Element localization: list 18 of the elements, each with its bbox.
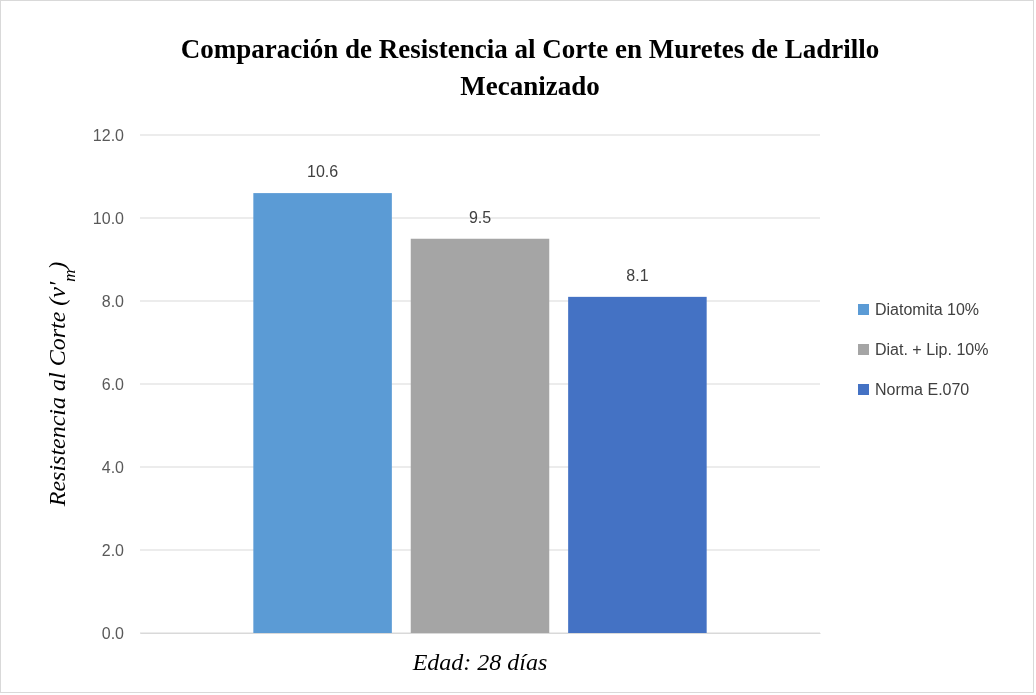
legend-label: Norma E.070 [875, 381, 970, 398]
y-tick-label: 12.0 [92, 126, 125, 144]
data-label: 10.6 [307, 163, 339, 181]
y-tick-label: 10.0 [92, 209, 125, 227]
bar [253, 193, 392, 633]
y-tick-label: 8.0 [101, 292, 125, 310]
x-axis-title: Edad: 28 días [411, 649, 548, 675]
data-label: 8.1 [626, 266, 649, 284]
y-tick-label: 6.0 [101, 375, 125, 393]
chart-title: Comparación de Resistencia al Corte en Muretes de Ladrillo Mecanizado [180, 34, 880, 101]
legend-label: Diat. + Lip. 10% [875, 341, 989, 358]
bar [568, 296, 707, 633]
y-tick-label: 4.0 [101, 458, 125, 476]
y-tick-label: 2.0 [101, 541, 125, 559]
bar [410, 238, 550, 633]
y-tick-label: 0.0 [101, 624, 125, 642]
legend-label: Diatomita 10% [875, 301, 980, 318]
data-label: 9.5 [468, 208, 492, 226]
